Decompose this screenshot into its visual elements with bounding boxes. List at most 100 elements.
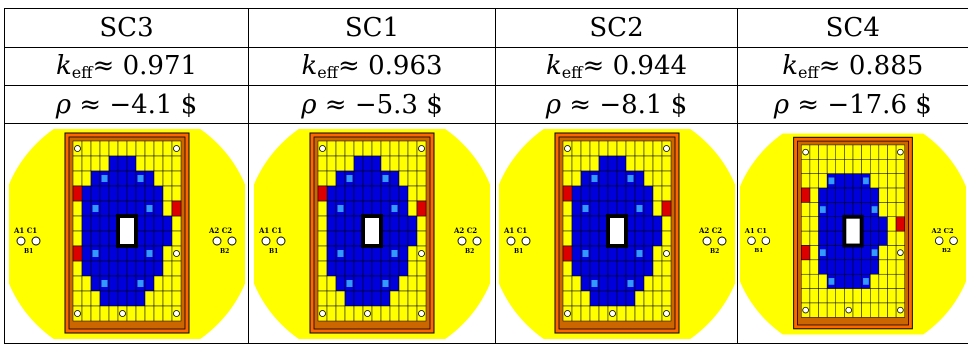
config-name: SC3 bbox=[99, 13, 154, 43]
grid-cell bbox=[326, 170, 337, 186]
grid-cell bbox=[598, 305, 608, 321]
center-box bbox=[609, 217, 624, 244]
grid-cell bbox=[800, 230, 810, 246]
detector-icon bbox=[717, 236, 726, 245]
fuel-label-block bbox=[346, 279, 353, 287]
corner-circle bbox=[172, 249, 180, 257]
grid-cell bbox=[800, 172, 810, 188]
keff-symbol: k bbox=[782, 51, 798, 81]
grid-cell bbox=[589, 260, 599, 276]
grid-cell bbox=[81, 170, 91, 186]
grid-cell bbox=[580, 260, 590, 276]
grid-cell bbox=[317, 275, 328, 291]
grid-cell bbox=[389, 290, 400, 306]
grid-cell bbox=[580, 275, 590, 291]
grid-cell bbox=[126, 155, 136, 171]
grid-cell bbox=[878, 172, 888, 188]
grid-cell bbox=[625, 140, 635, 156]
grid-cell bbox=[171, 260, 181, 276]
grid-cell bbox=[643, 200, 653, 216]
grid-cell bbox=[580, 155, 590, 171]
grid-cell bbox=[398, 200, 409, 216]
grid-cell bbox=[652, 200, 662, 216]
grid-cell bbox=[818, 302, 828, 318]
grid-cell bbox=[895, 201, 905, 217]
grid-cell bbox=[407, 155, 418, 171]
keff-relation: ≈ bbox=[818, 51, 841, 81]
grid-cell bbox=[99, 185, 109, 201]
grid-cell bbox=[861, 287, 871, 303]
grid-cell bbox=[861, 158, 871, 174]
grid-cell bbox=[835, 244, 845, 260]
grid-cell bbox=[335, 185, 346, 201]
config-name-cell: SC4 bbox=[737, 8, 968, 48]
core-grid bbox=[562, 140, 671, 321]
grid-cell bbox=[99, 290, 109, 306]
grid-cell bbox=[90, 230, 100, 246]
fuel-label-block bbox=[137, 279, 143, 287]
grid-cell bbox=[652, 155, 662, 171]
grid-cell bbox=[117, 200, 127, 216]
fuel-label-block bbox=[92, 204, 98, 212]
grid-cell bbox=[407, 260, 418, 276]
grid-cell bbox=[108, 170, 118, 186]
grid-cell bbox=[835, 172, 845, 188]
grid-cell bbox=[652, 185, 662, 201]
grid-cell bbox=[162, 230, 172, 246]
control-rod bbox=[800, 244, 810, 260]
corner-circle bbox=[172, 144, 180, 152]
grid-cell bbox=[809, 187, 819, 203]
grid-cell bbox=[389, 140, 400, 156]
grid-cell bbox=[398, 140, 409, 156]
grid-cell bbox=[326, 275, 337, 291]
grid-cell bbox=[117, 155, 127, 171]
grid-cell bbox=[843, 259, 853, 274]
grid-cell bbox=[135, 140, 145, 156]
grid-cell bbox=[634, 275, 644, 291]
corner-circle bbox=[73, 309, 81, 317]
fuel-label-block bbox=[871, 248, 878, 256]
grid-cell bbox=[99, 215, 109, 231]
grid-cell bbox=[389, 305, 400, 321]
grid-cell bbox=[380, 140, 391, 156]
corner-circle bbox=[662, 144, 670, 152]
grid-cell bbox=[878, 216, 888, 231]
grid-cell bbox=[869, 144, 879, 160]
grid-cell bbox=[861, 302, 871, 318]
grid-cell bbox=[878, 302, 888, 318]
rho-value: −17.6 $ bbox=[827, 89, 932, 120]
grid-cell bbox=[153, 275, 163, 291]
grid-cell bbox=[835, 144, 845, 160]
rho-value: −4.1 $ bbox=[109, 89, 198, 120]
grid-cell bbox=[843, 201, 853, 217]
corner-circle bbox=[319, 144, 326, 152]
core-diagram-cell: A1 C1 B1 A2 C2 B2 bbox=[737, 123, 968, 344]
grid-cell bbox=[135, 185, 145, 201]
grid-cell bbox=[571, 215, 581, 231]
grid-cell bbox=[117, 260, 127, 276]
grid-cell bbox=[389, 230, 400, 246]
grid-cell bbox=[809, 287, 819, 303]
grid-cell bbox=[335, 260, 346, 276]
grid-cell bbox=[398, 245, 409, 261]
grid-cell bbox=[886, 172, 897, 188]
grid-cell bbox=[869, 230, 879, 246]
grid-cell bbox=[317, 215, 328, 231]
keff-subscript: eff bbox=[317, 63, 339, 82]
grid-cell bbox=[144, 140, 154, 156]
grid-cell bbox=[317, 260, 328, 276]
keff-symbol: k bbox=[301, 51, 318, 81]
grid-cell bbox=[171, 170, 181, 186]
rho-symbol: ρ bbox=[773, 89, 789, 120]
grid-cell bbox=[826, 158, 836, 174]
grid-cell bbox=[135, 290, 145, 306]
grid-cell bbox=[407, 185, 418, 201]
grid-cell bbox=[407, 170, 418, 186]
grid-cell bbox=[416, 260, 427, 276]
fuel-label-block bbox=[146, 204, 152, 212]
grid-cell bbox=[661, 170, 671, 186]
grid-cell bbox=[72, 215, 82, 231]
grid-cell bbox=[616, 245, 626, 261]
grid-cell bbox=[126, 275, 136, 291]
keff-symbol: k bbox=[545, 51, 562, 81]
